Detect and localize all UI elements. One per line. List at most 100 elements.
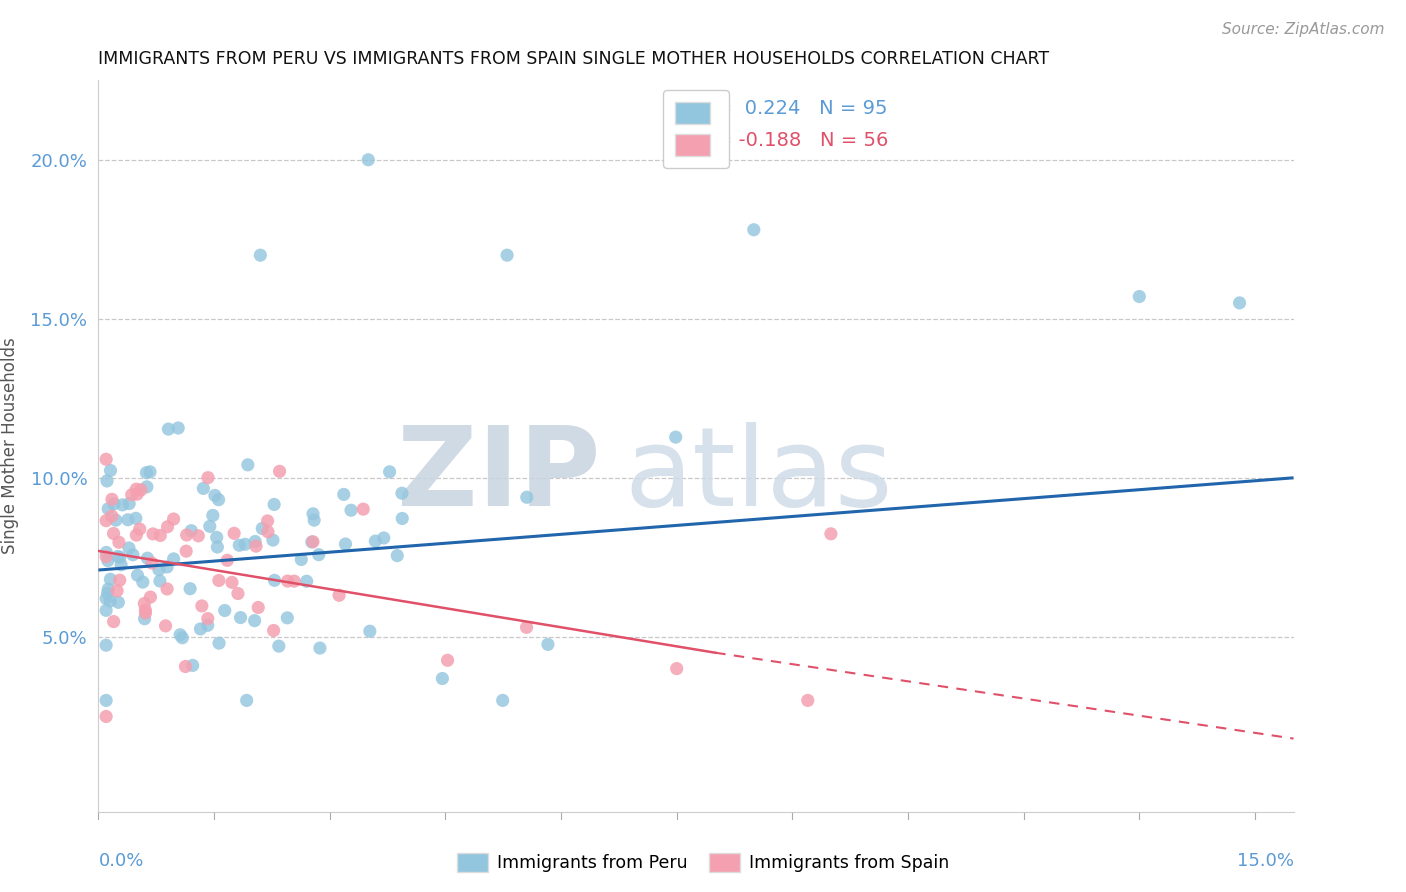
- Point: [163, 552, 186, 566]
- Point: [187, 529, 209, 543]
- Point: [134, 612, 156, 626]
- Point: [373, 531, 395, 545]
- Point: [233, 537, 256, 551]
- Point: [328, 588, 350, 602]
- Point: [333, 487, 356, 501]
- Point: [118, 541, 141, 555]
- Point: [94, 638, 117, 652]
- Point: [156, 560, 179, 574]
- Point: [352, 502, 374, 516]
- Point: [309, 641, 332, 656]
- Point: [107, 549, 129, 564]
- Point: [243, 534, 266, 549]
- Point: [193, 482, 215, 496]
- Point: [180, 524, 202, 538]
- Point: [94, 693, 117, 707]
- Point: [110, 558, 132, 572]
- Point: [269, 464, 291, 478]
- Point: [224, 526, 246, 541]
- Text: ZIP: ZIP: [396, 422, 600, 529]
- Point: [148, 563, 170, 577]
- Point: [149, 574, 172, 588]
- Point: [302, 507, 325, 521]
- Point: [94, 591, 117, 606]
- Point: [135, 480, 157, 494]
- Point: [742, 223, 765, 237]
- Point: [118, 497, 141, 511]
- Point: [94, 549, 117, 564]
- Point: [432, 672, 454, 686]
- Point: [357, 153, 380, 167]
- Point: [105, 583, 128, 598]
- Legend: , : ,: [662, 90, 730, 168]
- Point: [121, 488, 143, 502]
- Point: [235, 693, 257, 707]
- Point: [174, 659, 197, 673]
- Point: [340, 503, 363, 517]
- Point: [103, 615, 125, 629]
- Point: [172, 631, 194, 645]
- Point: [243, 614, 266, 628]
- Point: [295, 574, 318, 589]
- Point: [94, 603, 117, 617]
- Point: [228, 538, 250, 552]
- Point: [302, 513, 325, 527]
- Point: [142, 527, 165, 541]
- Text: R = -0.188   N = 56: R = -0.188 N = 56: [696, 131, 889, 151]
- Point: [97, 586, 120, 600]
- Point: [391, 511, 413, 525]
- Point: [155, 619, 177, 633]
- Point: [267, 639, 290, 653]
- Point: [197, 618, 219, 632]
- Point: [129, 483, 152, 497]
- Point: [181, 658, 204, 673]
- Point: [204, 488, 226, 502]
- Point: [207, 540, 229, 554]
- Legend: Immigrants from Peru, Immigrants from Spain: Immigrants from Peru, Immigrants from Sp…: [450, 846, 956, 879]
- Point: [516, 490, 538, 504]
- Point: [208, 574, 231, 588]
- Point: [364, 534, 387, 549]
- Point: [111, 498, 134, 512]
- Point: [217, 553, 239, 567]
- Point: [665, 662, 688, 676]
- Point: [191, 599, 214, 613]
- Point: [263, 498, 285, 512]
- Point: [359, 624, 381, 639]
- Point: [208, 636, 231, 650]
- Point: [190, 622, 212, 636]
- Point: [302, 534, 325, 549]
- Point: [290, 552, 312, 566]
- Point: [257, 524, 280, 539]
- Point: [820, 526, 842, 541]
- Point: [117, 513, 139, 527]
- Point: [97, 501, 120, 516]
- Point: [94, 709, 117, 723]
- Point: [277, 574, 299, 588]
- Point: [335, 537, 357, 551]
- Point: [127, 487, 149, 501]
- Point: [136, 551, 159, 566]
- Point: [179, 582, 201, 596]
- Point: [247, 600, 270, 615]
- Point: [496, 248, 519, 262]
- Point: [98, 594, 121, 608]
- Point: [125, 482, 148, 496]
- Point: [226, 586, 249, 600]
- Point: [205, 530, 228, 544]
- Point: [301, 535, 323, 549]
- Point: [245, 539, 267, 553]
- Point: [139, 465, 162, 479]
- Point: [132, 575, 155, 590]
- Point: [249, 248, 271, 262]
- Point: [97, 553, 120, 567]
- Point: [149, 528, 172, 542]
- Point: [134, 603, 156, 617]
- Point: [436, 653, 458, 667]
- Point: [94, 514, 117, 528]
- Point: [100, 463, 122, 477]
- Point: [262, 533, 284, 547]
- Point: [156, 582, 179, 596]
- Point: [108, 573, 131, 587]
- Point: [100, 572, 122, 586]
